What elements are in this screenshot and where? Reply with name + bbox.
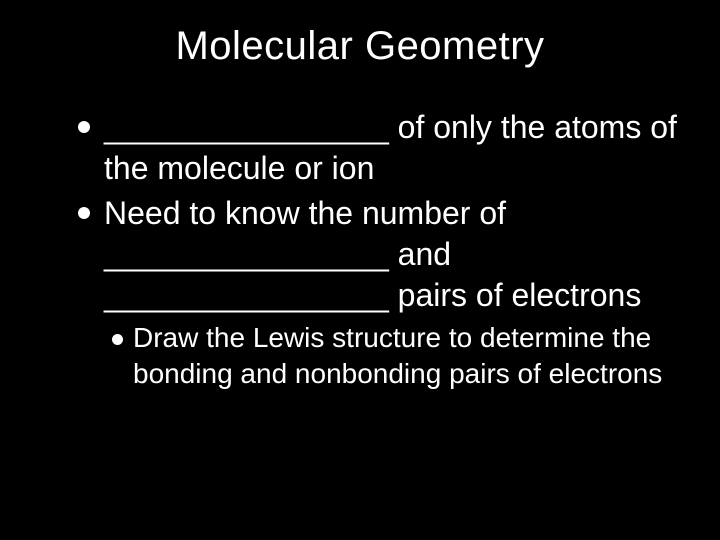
bullet-text: ________________ of only the atoms of th… (104, 107, 680, 189)
bullet-icon (78, 121, 90, 133)
bullet-item: ________________ of only the atoms of th… (78, 107, 680, 189)
bullet-icon (78, 207, 90, 219)
slide-title: Molecular Geometry (40, 24, 680, 69)
slide-content: ________________ of only the atoms of th… (40, 107, 680, 393)
bullet-item: Need to know the number of _____________… (78, 193, 680, 316)
bullet-text: Draw the Lewis structure to determine th… (133, 320, 680, 393)
bullet-icon (112, 334, 123, 345)
bullet-text: Need to know the number of _____________… (104, 193, 680, 316)
bullet-item-sub: Draw the Lewis structure to determine th… (78, 320, 680, 393)
slide: Molecular Geometry ________________ of o… (0, 0, 720, 540)
